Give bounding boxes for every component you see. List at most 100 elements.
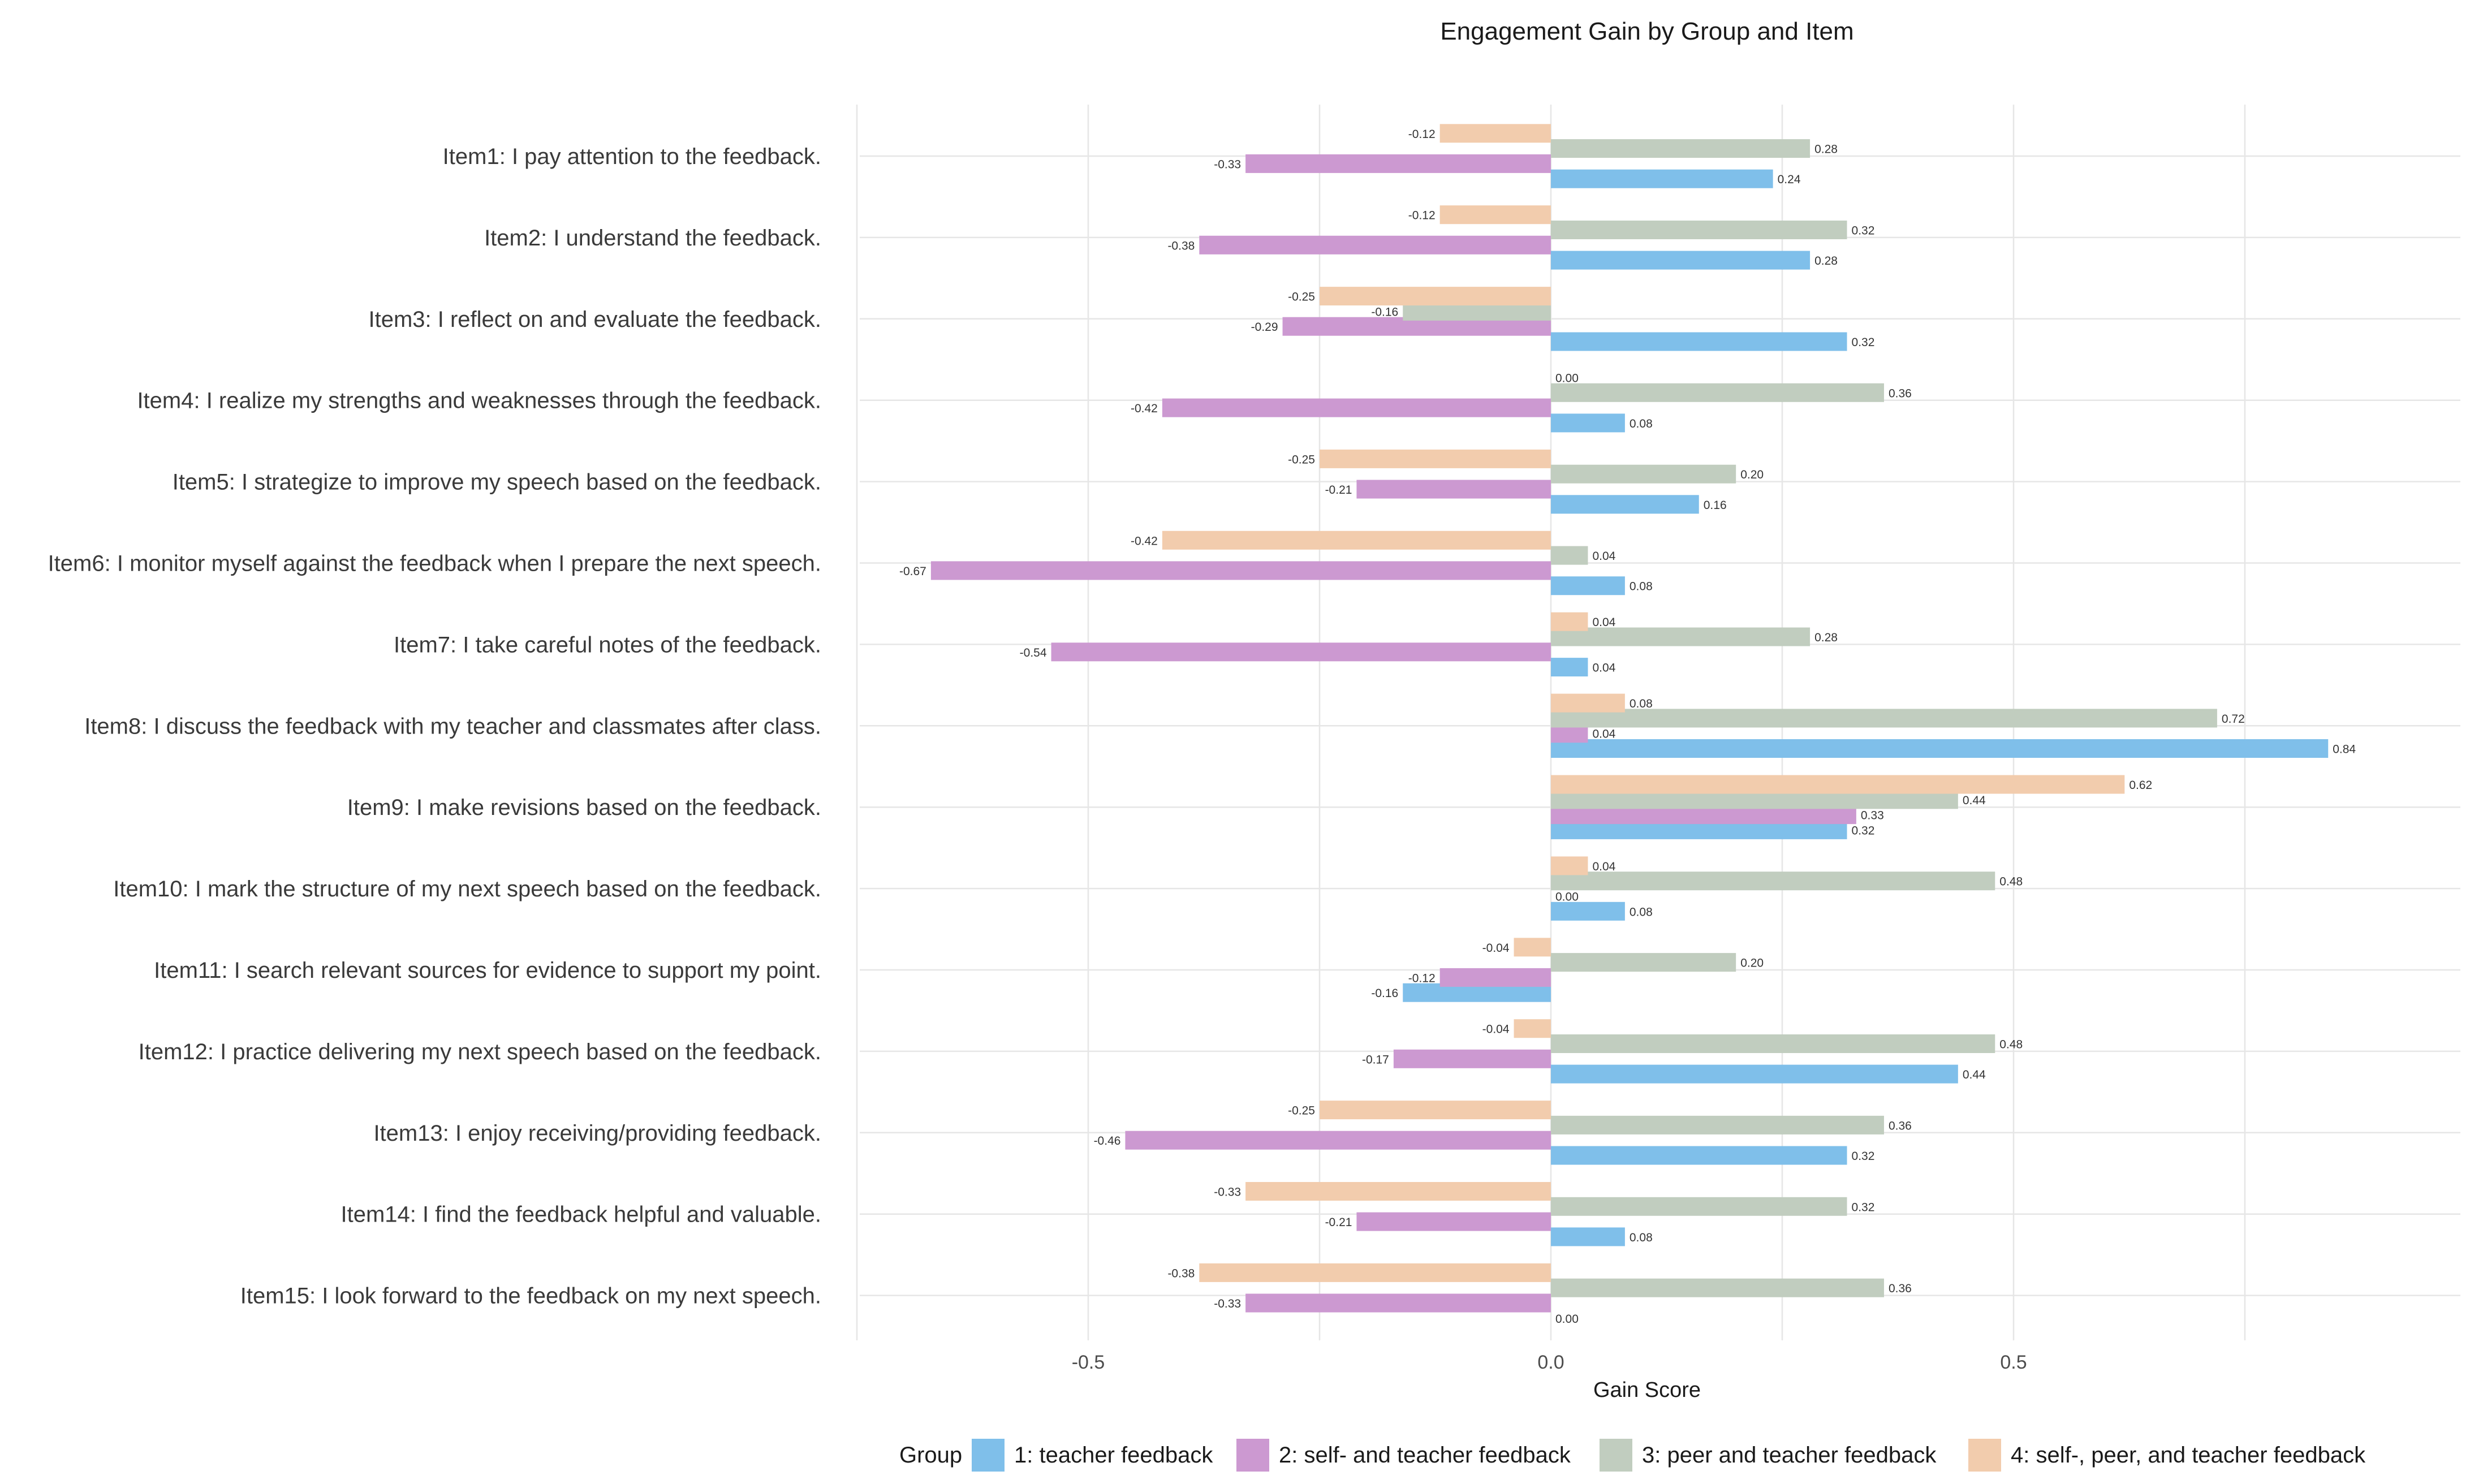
data-label: -0.16	[1371, 987, 1398, 1000]
category-label: Item9: I make revisions based on the fee…	[347, 795, 821, 820]
data-label: 0.32	[1852, 225, 1875, 238]
data-label: 0.36	[1889, 1119, 1912, 1132]
category-label: Item5: I strategize to improve my speech…	[173, 470, 821, 495]
bar	[1551, 1115, 1884, 1134]
data-label: -0.25	[1288, 1105, 1315, 1118]
data-label: 0.20	[1740, 468, 1764, 481]
data-label: 0.16	[1704, 499, 1727, 512]
data-label: 0.20	[1740, 957, 1764, 970]
data-label: -0.46	[1094, 1134, 1121, 1147]
x-axis-title: Gain Score	[1593, 1378, 1701, 1402]
bar	[1245, 154, 1551, 173]
bar	[1356, 480, 1551, 499]
data-label: 0.08	[1630, 905, 1653, 918]
data-label: 0.32	[1852, 336, 1875, 349]
bar	[1551, 1064, 1958, 1084]
category-label: Item12: I practice delivering my next sp…	[139, 1039, 821, 1064]
data-label: 0.04	[1592, 550, 1615, 563]
data-label: 0.72	[2222, 713, 2245, 726]
x-tick-label: -0.5	[1072, 1352, 1105, 1373]
data-label: -0.38	[1167, 239, 1195, 252]
data-label: 0.00	[1555, 891, 1579, 904]
data-label: -0.04	[1482, 1023, 1510, 1036]
bar	[1551, 775, 2125, 794]
data-label: -0.67	[899, 565, 926, 578]
category-label: Item3: I reflect on and evaluate the fee…	[368, 307, 821, 332]
data-label: 0.04	[1592, 728, 1615, 741]
data-label: 0.28	[1814, 254, 1838, 268]
data-label: 0.44	[1963, 794, 1986, 807]
bar	[1551, 576, 1625, 596]
category-label: Item4: I realize my strengths and weakne…	[137, 389, 821, 413]
bar	[1551, 901, 1625, 921]
data-label: -0.04	[1482, 942, 1510, 955]
data-label: 0.48	[1999, 1038, 2023, 1051]
bar	[1356, 1212, 1551, 1231]
bar	[1551, 1278, 1884, 1297]
category-label: Item10: I mark the structure of my next …	[113, 877, 821, 901]
bar	[1551, 169, 1773, 188]
legend-title: Group	[899, 1443, 962, 1468]
bar	[1551, 332, 1847, 351]
bar	[1439, 124, 1551, 143]
category-label: Item15: I look forward to the feedback o…	[240, 1284, 821, 1309]
data-label: 0.84	[2333, 743, 2356, 756]
data-label: 0.04	[1592, 616, 1615, 629]
bar	[1514, 938, 1551, 957]
data-label: 0.28	[1814, 631, 1838, 644]
data-label: -0.33	[1214, 1186, 1241, 1199]
bar	[1551, 612, 1588, 631]
data-label: 0.08	[1630, 580, 1653, 593]
bar	[1551, 139, 1811, 158]
data-label: -0.12	[1408, 209, 1436, 222]
bars	[930, 124, 2329, 1313]
bar	[1162, 530, 1551, 550]
bar	[1551, 1146, 1847, 1165]
x-tick-label: 0.0	[1537, 1352, 1564, 1373]
data-label: 0.00	[1555, 372, 1579, 385]
data-label: -0.25	[1288, 291, 1315, 304]
bar	[1245, 1182, 1551, 1201]
data-label: 0.36	[1889, 1282, 1912, 1295]
bar	[1551, 872, 1995, 891]
data-label: -0.21	[1325, 484, 1352, 497]
legend-key	[1968, 1439, 2001, 1472]
bar	[1439, 968, 1551, 987]
bar	[1199, 1263, 1551, 1282]
bar	[1551, 627, 1811, 646]
bar	[1320, 287, 1551, 306]
data-label: 0.36	[1889, 387, 1912, 400]
data-label: -0.25	[1288, 453, 1315, 466]
category-label: Item14: I find the feedback helpful and …	[341, 1202, 821, 1227]
data-label: -0.38	[1167, 1267, 1195, 1280]
data-label: -0.17	[1362, 1053, 1389, 1066]
data-label: -0.21	[1325, 1216, 1352, 1229]
bar	[1551, 658, 1588, 677]
legend-label: 1: teacher feedback	[1014, 1443, 1213, 1468]
category-label: Item8: I discuss the feedback with my te…	[84, 714, 821, 739]
data-label: 0.08	[1630, 417, 1653, 430]
legend-key	[972, 1439, 1005, 1472]
category-label: Item13: I enjoy receiving/providing feed…	[373, 1121, 821, 1146]
bar	[1551, 693, 1625, 713]
data-label: 0.32	[1852, 1201, 1875, 1214]
category-label: Item7: I take careful notes of the feedb…	[394, 632, 821, 657]
data-label: 0.04	[1592, 860, 1615, 873]
data-labels: 0.24 0.28 0.32 0.08 0.16 0.08 0.04 0.84 0.32 0.08…	[899, 128, 2356, 1326]
category-label: Item2: I understand the feedback.	[484, 226, 821, 251]
data-label: 0.08	[1630, 1231, 1653, 1244]
bar	[1199, 235, 1551, 254]
category-label: Item1: I pay attention to the feedback.	[443, 144, 821, 169]
bar	[1393, 1049, 1551, 1068]
data-label: -0.29	[1251, 321, 1278, 334]
bar	[1551, 1227, 1625, 1246]
legend: Group 1: teacher feedback 2: self- and tea…	[899, 1439, 2366, 1472]
legend-key	[1600, 1439, 1632, 1472]
category-label: Item6: I monitor myself against the feed…	[48, 551, 821, 576]
bar	[1245, 1293, 1551, 1313]
category-label: Item11: I search relevant sources for ev…	[154, 958, 821, 983]
data-label: 0.28	[1814, 143, 1838, 156]
legend-label: 4: self-, peer, and teacher feedback	[2011, 1443, 2366, 1468]
data-label: -0.12	[1408, 972, 1436, 985]
